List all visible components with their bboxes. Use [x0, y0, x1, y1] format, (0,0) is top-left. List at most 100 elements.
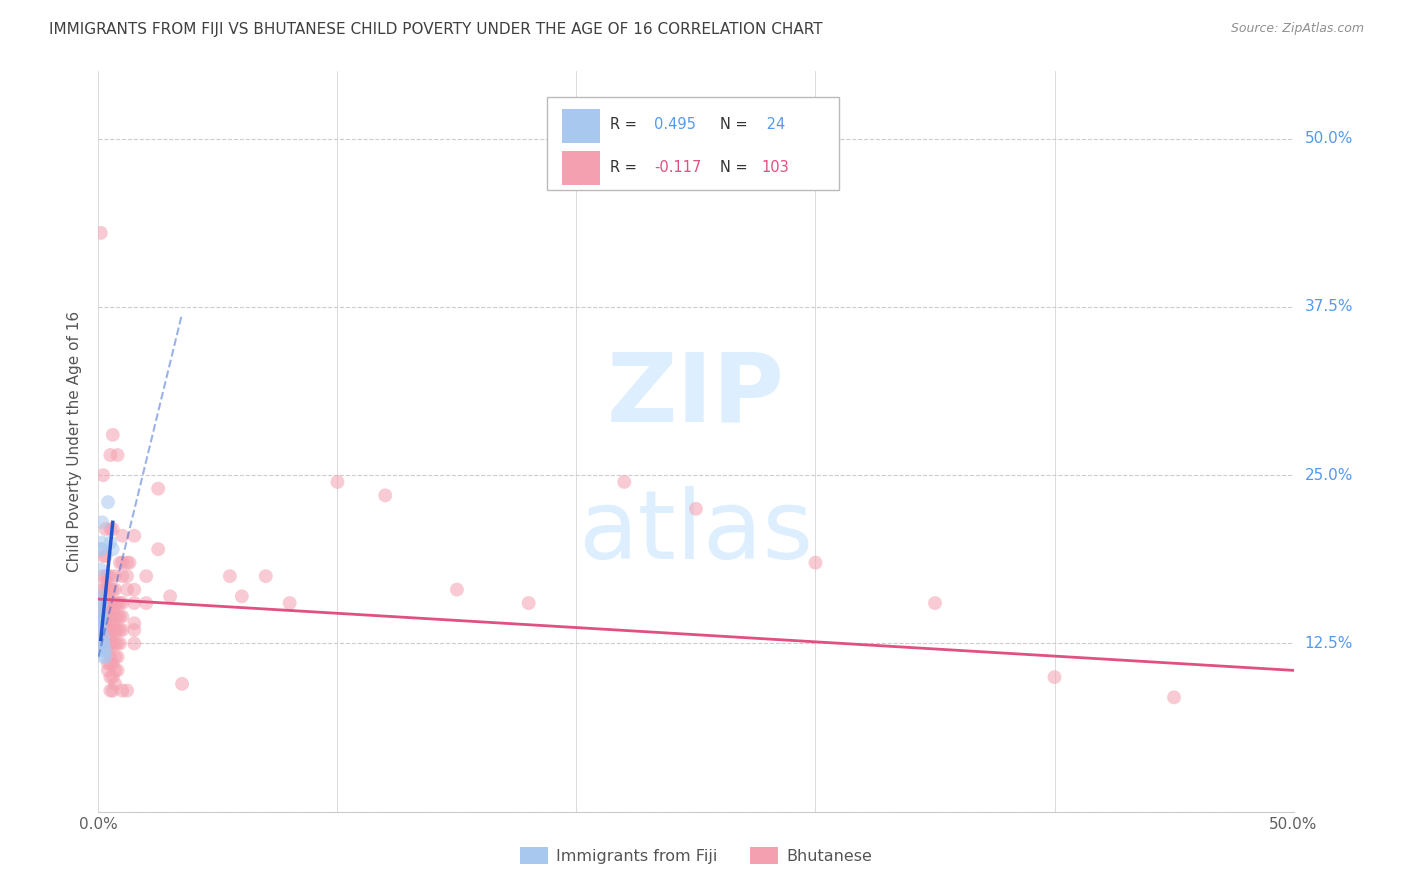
Point [124, 616, 146, 631]
Point [107, 623, 129, 637]
Y-axis label: Child Poverty Under the Age of 16: Child Poverty Under the Age of 16 [67, 311, 83, 572]
Point [94, 582, 117, 597]
Point [97, 609, 120, 624]
Point [91, 582, 114, 597]
Point [90, 619, 112, 633]
Point [107, 664, 129, 678]
Point [101, 596, 124, 610]
Point [124, 529, 146, 543]
Point [118, 556, 141, 570]
Text: 103: 103 [762, 160, 789, 175]
Point [98, 657, 122, 671]
Point [97, 603, 120, 617]
Point [124, 596, 146, 610]
Point [326, 475, 349, 489]
Point [115, 569, 138, 583]
Point [91, 468, 114, 483]
Text: N =: N = [720, 118, 752, 132]
Point [90, 596, 112, 610]
Point [115, 556, 138, 570]
Text: ZIP: ZIP [607, 349, 785, 442]
Point [374, 488, 396, 502]
Point [104, 596, 127, 610]
Point [98, 616, 122, 631]
Point [108, 609, 131, 624]
Point [101, 582, 124, 597]
Point [101, 616, 124, 631]
Point [90, 590, 112, 604]
Point [94, 636, 117, 650]
Point [94, 522, 117, 536]
Point [446, 582, 468, 597]
Point [91, 609, 114, 624]
Point [111, 569, 134, 583]
Point [94, 603, 117, 617]
Point [124, 582, 146, 597]
Point [107, 649, 129, 664]
Point [90, 609, 112, 624]
Point [98, 649, 122, 664]
Point [101, 623, 124, 637]
Point [97, 582, 120, 597]
Point [115, 683, 138, 698]
Point [111, 683, 134, 698]
Text: 50.0%: 50.0% [1305, 131, 1353, 146]
Point [90, 542, 112, 557]
Point [90, 542, 112, 557]
Point [111, 596, 134, 610]
Point [98, 683, 122, 698]
Point [90, 612, 112, 626]
Point [111, 623, 134, 637]
Text: N =: N = [720, 160, 752, 175]
Point [97, 569, 120, 583]
Point [97, 596, 120, 610]
Text: -0.117: -0.117 [654, 160, 702, 175]
Point [98, 582, 122, 597]
Point [98, 609, 122, 624]
Text: 37.5%: 37.5% [1305, 300, 1353, 314]
Legend: Immigrants from Fiji, Bhutanese: Immigrants from Fiji, Bhutanese [513, 841, 879, 871]
FancyBboxPatch shape [562, 151, 600, 186]
Text: 24: 24 [762, 118, 785, 132]
Point [94, 649, 117, 664]
Point [98, 448, 122, 462]
Point [148, 542, 170, 557]
FancyBboxPatch shape [547, 97, 839, 190]
Point [90, 606, 112, 620]
Point [104, 609, 127, 624]
Point [90, 609, 112, 624]
Point [104, 569, 127, 583]
Point [104, 664, 127, 678]
Point [91, 643, 114, 657]
Point [107, 636, 129, 650]
Point [111, 556, 134, 570]
Point [94, 623, 117, 637]
Point [254, 569, 277, 583]
Text: 12.5%: 12.5% [1305, 636, 1353, 651]
Point [111, 529, 134, 543]
Point [517, 596, 540, 610]
Point [91, 569, 114, 583]
Point [90, 636, 112, 650]
Point [115, 582, 138, 597]
Point [219, 569, 242, 583]
Point [804, 556, 827, 570]
Point [108, 623, 131, 637]
Point [98, 569, 122, 583]
Text: R =: R = [610, 118, 641, 132]
Point [97, 616, 120, 631]
Text: 25.0%: 25.0% [1305, 467, 1353, 483]
Point [98, 636, 122, 650]
Point [685, 501, 707, 516]
Point [94, 596, 117, 610]
Point [94, 590, 117, 604]
Point [108, 556, 131, 570]
Point [101, 427, 124, 442]
Point [101, 683, 124, 698]
Point [97, 657, 120, 671]
Point [108, 596, 131, 610]
Point [91, 590, 114, 604]
Point [98, 535, 122, 549]
Point [91, 549, 114, 563]
Text: atlas: atlas [578, 486, 814, 579]
